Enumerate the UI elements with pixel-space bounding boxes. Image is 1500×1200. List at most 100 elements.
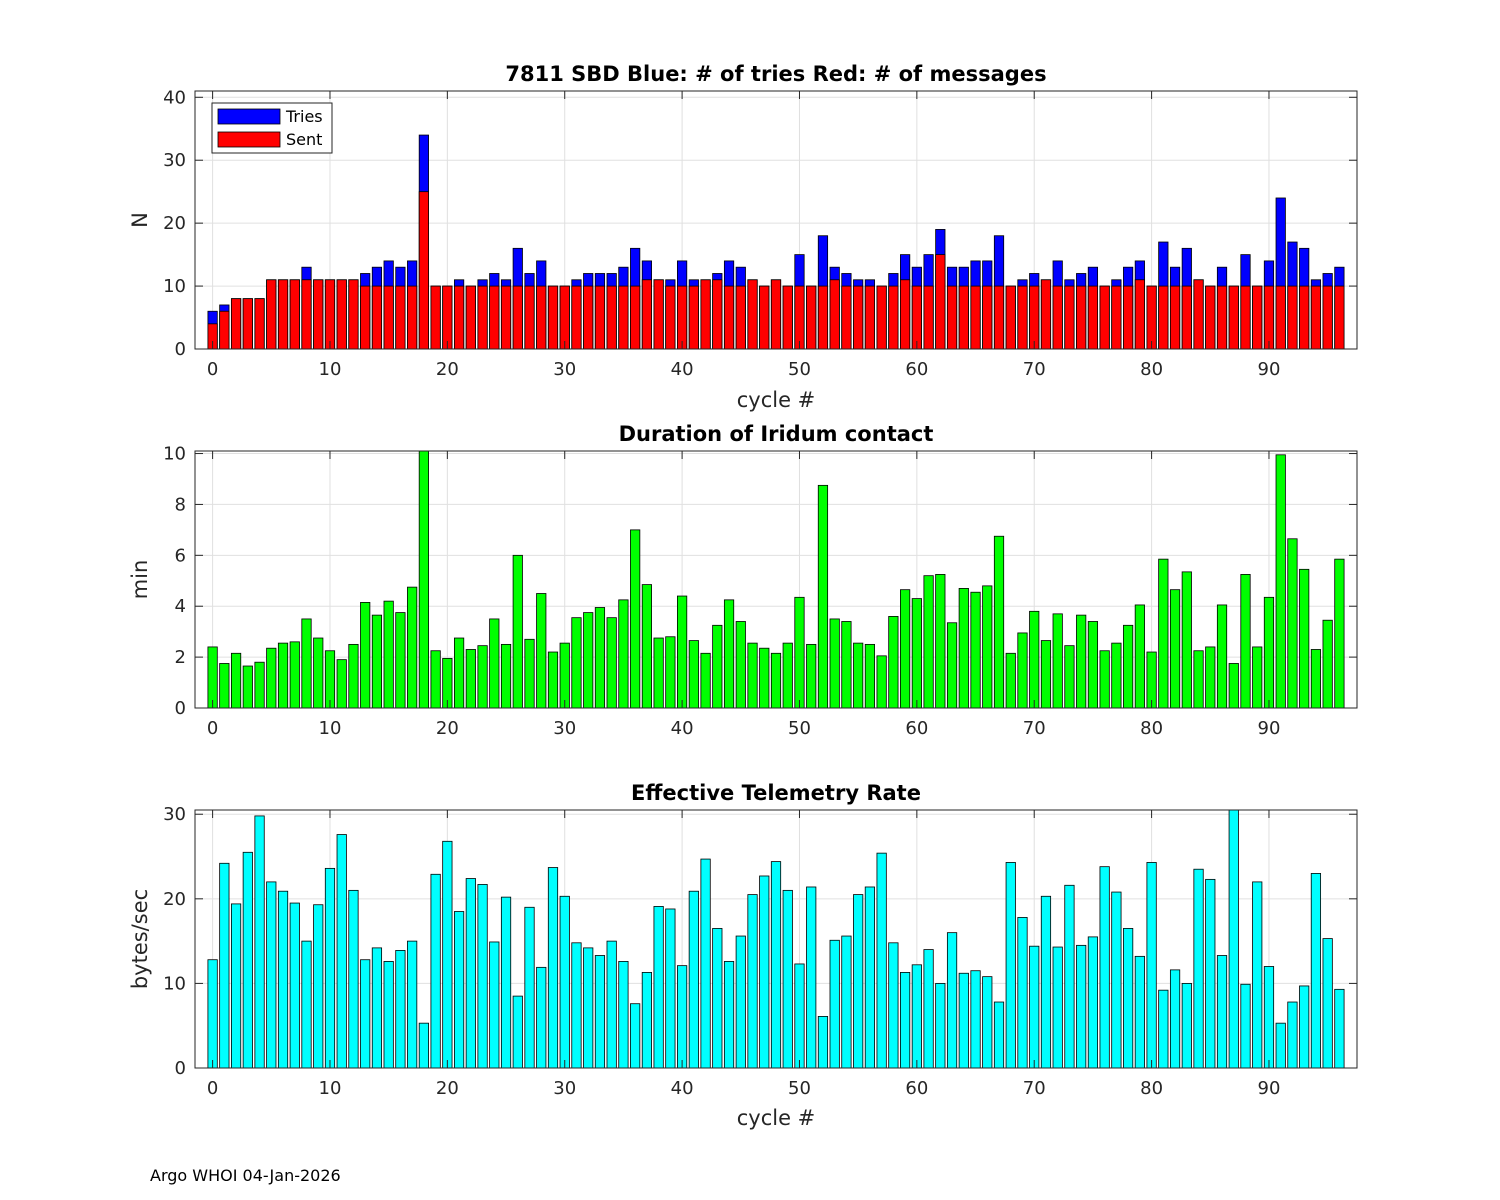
bar-duration-49 [782,642,793,709]
bar-rate-28 [536,966,547,1069]
bar-rate-70 [1029,945,1040,1069]
bar-sent-90 [1263,285,1275,350]
bar-sent-42 [700,279,711,350]
x-tick-label: 40 [671,718,694,739]
bar-duration-78 [1123,624,1134,709]
bar-duration-47 [759,647,770,709]
bar-duration-44 [723,599,735,709]
y-tick-label: 10 [163,276,186,297]
bar-duration-52 [817,484,829,709]
bar-duration-69 [1017,632,1028,709]
x-tick-label: 30 [553,359,576,380]
x-tick-label: 20 [436,718,459,739]
bar-duration-8 [301,618,312,709]
bar-rate-23 [477,884,488,1069]
bar-sent-78 [1123,285,1134,350]
bar-rate-54 [841,935,852,1069]
bar-sent-83 [1181,285,1192,350]
bar-sent-46 [747,279,758,350]
bar-duration-84 [1193,650,1204,709]
bar-sent-32 [583,285,594,350]
bar-sent-9 [313,279,324,350]
bar-sent-20 [442,285,453,350]
x-tick-label: 10 [319,1078,342,1099]
bar-sent-17 [407,285,418,350]
bar-rate-92 [1287,1001,1298,1069]
bar-sent-35 [618,285,629,350]
bar-rate-65 [970,970,981,1069]
bar-duration-36 [630,529,641,709]
bar-sent-21 [453,285,465,350]
bar-rate-11 [336,834,347,1069]
bar-duration-82 [1169,589,1181,709]
bar-duration-67 [993,535,1005,709]
bar-sent-86 [1216,285,1228,350]
bar-sent-26 [512,285,523,350]
bar-duration-75 [1087,621,1099,709]
bar-duration-17 [407,586,418,709]
bar-sent-76 [1099,285,1110,350]
bar-duration-70 [1029,610,1040,709]
bar-rate-59 [900,972,911,1069]
x-tick-label: 40 [671,359,694,380]
x-tick-label: 90 [1258,1078,1281,1099]
bar-duration-77 [1111,642,1122,709]
chart-title: Duration of Iridum contact [619,422,934,446]
bar-rate-38 [653,906,664,1069]
bar-sent-40 [677,285,688,350]
bar-rate-34 [606,940,617,1069]
x-tick-label: 10 [319,718,342,739]
bar-duration-92 [1287,538,1298,709]
bar-duration-28 [536,593,547,709]
bar-duration-66 [982,585,993,709]
x-axis-label: cycle # [737,1106,816,1130]
bar-duration-35 [618,599,629,709]
bar-rate-46 [747,894,758,1069]
y-tick-label: 8 [175,494,186,515]
bar-rate-9 [313,904,324,1069]
bar-duration-30 [559,642,570,709]
bar-rate-29 [547,867,559,1069]
bar-sent-47 [759,285,770,350]
bar-sent-45 [735,285,746,350]
x-tick-label: 50 [788,1078,811,1099]
bar-rate-63 [946,932,958,1069]
bar-rate-18 [418,1022,429,1069]
bar-duration-10 [324,650,336,709]
x-tick-label: 80 [1140,1078,1163,1099]
bar-sent-67 [993,285,1005,350]
bar-sent-8 [301,279,312,350]
bar-sent-16 [395,285,406,350]
bar-sent-80 [1146,285,1157,350]
bar-duration-76 [1099,650,1110,709]
axes-box [194,90,1358,350]
bar-sent-29 [547,285,559,350]
bar-rate-17 [407,940,418,1069]
bar-rate-60 [911,964,922,1069]
bar-duration-33 [594,607,606,709]
bar-duration-58 [888,615,899,709]
legend-swatch-tries [217,108,281,125]
bar-rate-89 [1252,881,1263,1069]
bar-duration-43 [712,624,723,709]
bar-rate-74 [1076,944,1087,1069]
bar-duration-46 [747,642,758,709]
bar-duration-62 [935,574,946,709]
bar-rate-12 [348,889,359,1069]
bar-sent-70 [1029,285,1040,350]
bar-rate-73 [1064,884,1075,1069]
bar-rate-24 [489,941,500,1069]
bar-rate-51 [806,886,817,1069]
bar-duration-41 [688,640,699,709]
bar-sent-31 [571,285,582,350]
bar-duration-24 [489,618,500,709]
bar-rate-94 [1310,873,1322,1069]
bar-rate-36 [630,1003,641,1069]
bar-sent-92 [1287,285,1298,350]
bar-duration-12 [348,643,359,709]
bar-rate-90 [1263,966,1275,1069]
bar-rate-80 [1146,862,1157,1069]
bar-duration-54 [841,621,852,709]
bar-duration-25 [500,643,512,709]
